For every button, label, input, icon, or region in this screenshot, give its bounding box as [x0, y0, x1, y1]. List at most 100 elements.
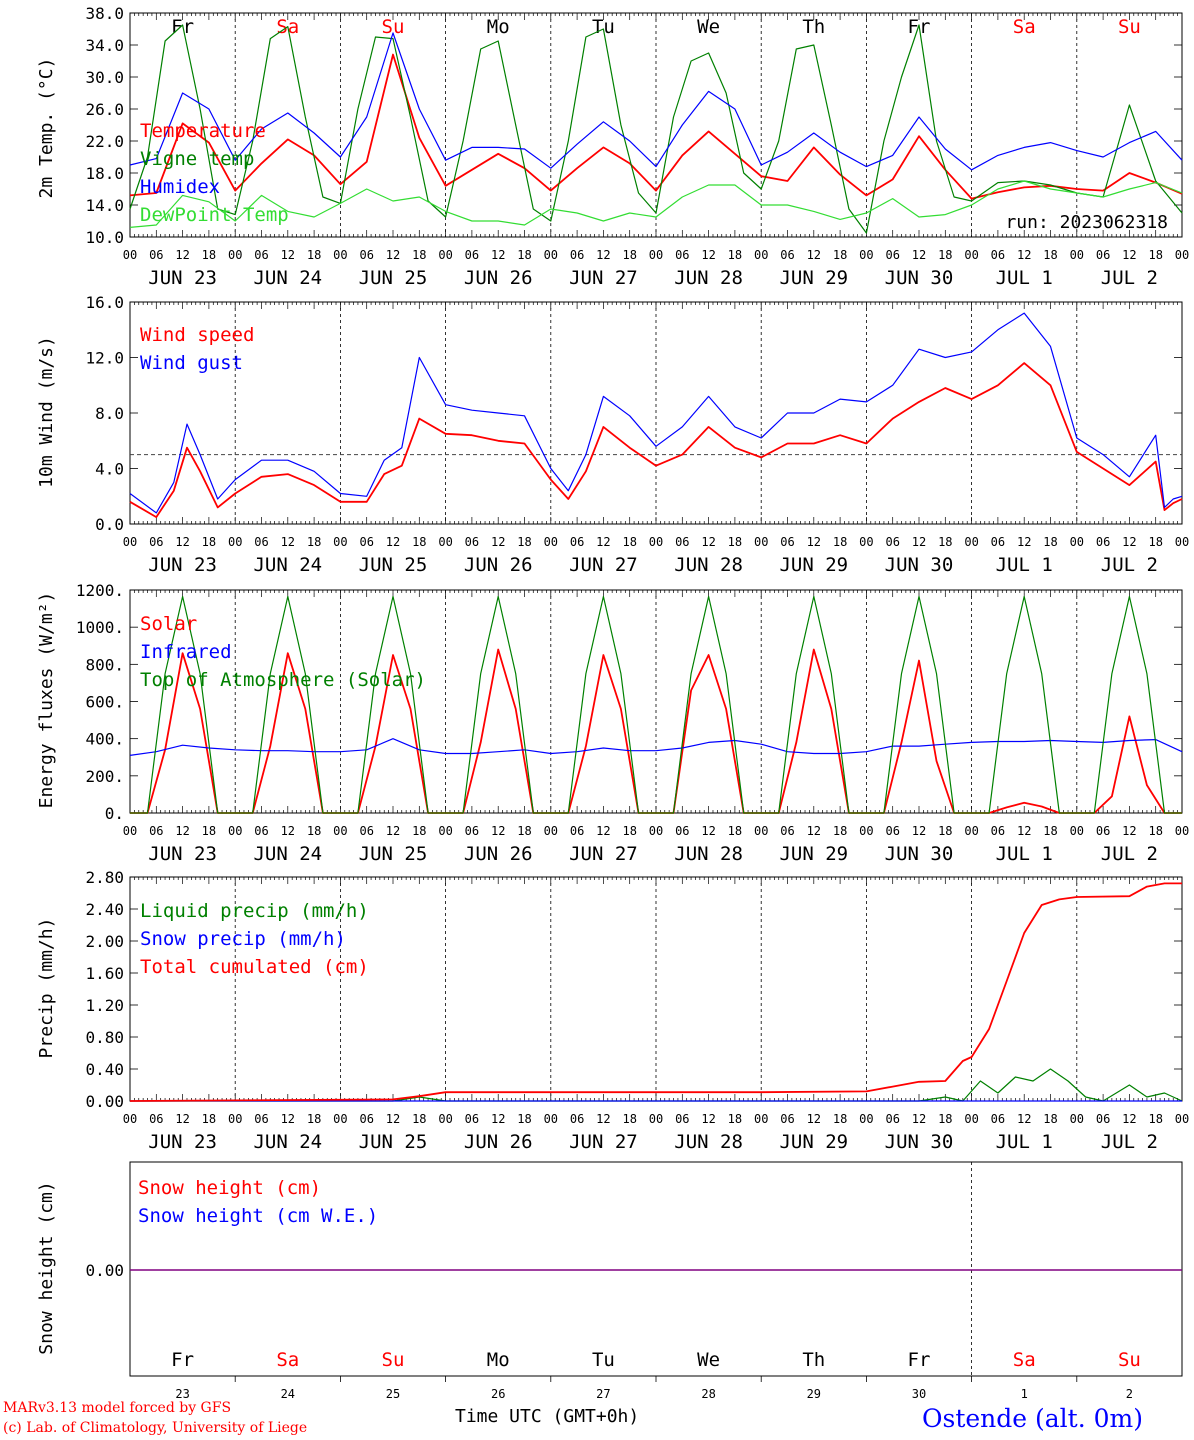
hour-tick-label: 06 — [465, 824, 479, 838]
y-tick-label: 800. — [85, 655, 124, 674]
hour-tick-label: 00 — [1175, 1112, 1189, 1126]
hour-tick-label: 00 — [228, 824, 242, 838]
run-label: run: 2023062318 — [1005, 212, 1168, 233]
hour-tick-label: 12 — [596, 535, 610, 549]
hour-tick-label: 00 — [964, 535, 978, 549]
weekday-label: Fr — [908, 1349, 931, 1371]
hour-tick-label: 12 — [807, 535, 821, 549]
series-line — [130, 595, 1182, 814]
hour-tick-label: 12 — [701, 824, 715, 838]
hour-tick-label: 00 — [1175, 535, 1189, 549]
legend-entry: Wind speed — [140, 324, 254, 346]
hour-tick-label: 00 — [438, 824, 452, 838]
date-label: JUN 30 — [885, 267, 954, 289]
hour-tick-label: 18 — [412, 535, 426, 549]
hour-tick-label: 00 — [333, 824, 347, 838]
date-label: JUN 30 — [885, 554, 954, 576]
y-tick-label: 400. — [85, 730, 124, 749]
legend-entry: Vigne temp — [140, 148, 254, 170]
hour-tick-label: 00 — [649, 824, 663, 838]
hour-tick-label: 18 — [622, 535, 636, 549]
date-label: JUL 1 — [996, 843, 1053, 865]
hour-tick-label: 06 — [465, 535, 479, 549]
hour-tick-label: 12 — [1017, 824, 1031, 838]
date-label: JUN 28 — [674, 1131, 743, 1153]
hour-tick-label: 12 — [1122, 535, 1136, 549]
hour-tick-label: 12 — [807, 824, 821, 838]
hour-tick-label: 00 — [333, 535, 347, 549]
legend-entry: Top of Atmosphere (Solar) — [140, 669, 426, 691]
y-tick-label: 2.00 — [85, 932, 124, 951]
credit-line-1: MARv3.13 model forced by GFS — [3, 1400, 232, 1416]
hour-tick-label: 18 — [833, 1112, 847, 1126]
hour-tick-label: 06 — [675, 248, 689, 262]
hour-tick-label: 00 — [438, 1112, 452, 1126]
hour-tick-label: 06 — [675, 535, 689, 549]
hour-tick-label: 18 — [307, 1112, 321, 1126]
date-label: JUN 23 — [148, 1131, 217, 1153]
hour-tick-label: 18 — [517, 535, 531, 549]
series-line — [129, 32, 1183, 171]
legend-entry: Snow precip (mm/h) — [140, 928, 346, 950]
y-tick-label: 18.0 — [85, 164, 124, 183]
hour-tick-label: 18 — [1043, 824, 1057, 838]
y-axis-label: Precip (mm/h) — [36, 918, 57, 1059]
weekday-label: Sa — [276, 1349, 299, 1371]
y-axis-label: 10m Wind (m/s) — [36, 336, 57, 488]
date-label: JUN 24 — [253, 554, 322, 576]
plot-frame — [129, 589, 1183, 814]
y-tick-label: 8.0 — [95, 404, 124, 423]
y-tick-label: 0.00 — [85, 1092, 124, 1111]
date-label: JUL 2 — [1101, 554, 1158, 576]
day-number-label: 1 — [1021, 1387, 1028, 1401]
hour-tick-label: 06 — [991, 1112, 1005, 1126]
date-label: JUN 24 — [253, 267, 322, 289]
hour-tick-label: 12 — [491, 824, 505, 838]
hour-tick-label: 18 — [728, 248, 742, 262]
hour-tick-label: 12 — [912, 248, 926, 262]
hour-tick-label: 00 — [228, 535, 242, 549]
hour-tick-label: 00 — [754, 535, 768, 549]
hour-tick-label: 06 — [570, 535, 584, 549]
hour-tick-label: 00 — [859, 535, 873, 549]
hour-tick-label: 12 — [912, 1112, 926, 1126]
date-label: JUL 1 — [996, 554, 1053, 576]
weekday-label: Th — [802, 16, 825, 38]
legend-entry: DewPoint Temp — [140, 204, 289, 226]
date-label: JUN 30 — [885, 1131, 954, 1153]
hour-tick-label: 06 — [885, 248, 899, 262]
day-number-label: 27 — [596, 1387, 610, 1401]
y-tick-label: 14.0 — [85, 196, 124, 215]
y-tick-label: 12.0 — [85, 349, 124, 368]
hour-tick-label: 12 — [386, 1112, 400, 1126]
date-label: JUN 27 — [569, 843, 638, 865]
hour-tick-label: 12 — [491, 248, 505, 262]
hour-tick-label: 00 — [1070, 535, 1084, 549]
hour-tick-label: 18 — [202, 1112, 216, 1126]
hour-tick-label: 18 — [938, 1112, 952, 1126]
hour-tick-label: 00 — [438, 248, 452, 262]
hour-tick-label: 06 — [254, 1112, 268, 1126]
hour-tick-label: 06 — [675, 824, 689, 838]
hour-tick-label: 18 — [1043, 535, 1057, 549]
hour-tick-label: 06 — [570, 1112, 584, 1126]
hour-tick-label: 00 — [228, 1112, 242, 1126]
hour-tick-label: 12 — [1017, 248, 1031, 262]
date-label: JUL 1 — [996, 1131, 1053, 1153]
hour-tick-label: 12 — [175, 535, 189, 549]
date-label: JUN 23 — [148, 267, 217, 289]
hour-tick-label: 18 — [412, 824, 426, 838]
date-label: JUN 29 — [779, 843, 848, 865]
hour-tick-label: 06 — [780, 824, 794, 838]
y-tick-label: 26.0 — [85, 100, 124, 119]
hour-tick-label: 00 — [964, 824, 978, 838]
hour-tick-label: 00 — [123, 1112, 137, 1126]
time-axis-label: Time UTC (GMT+0h) — [455, 1406, 640, 1427]
hour-tick-label: 12 — [701, 535, 715, 549]
hour-tick-label: 12 — [175, 824, 189, 838]
hour-tick-label: 06 — [149, 824, 163, 838]
hour-tick-label: 12 — [912, 535, 926, 549]
hour-tick-label: 00 — [1175, 824, 1189, 838]
day-number-label: 25 — [386, 1387, 400, 1401]
hour-tick-label: 12 — [175, 1112, 189, 1126]
